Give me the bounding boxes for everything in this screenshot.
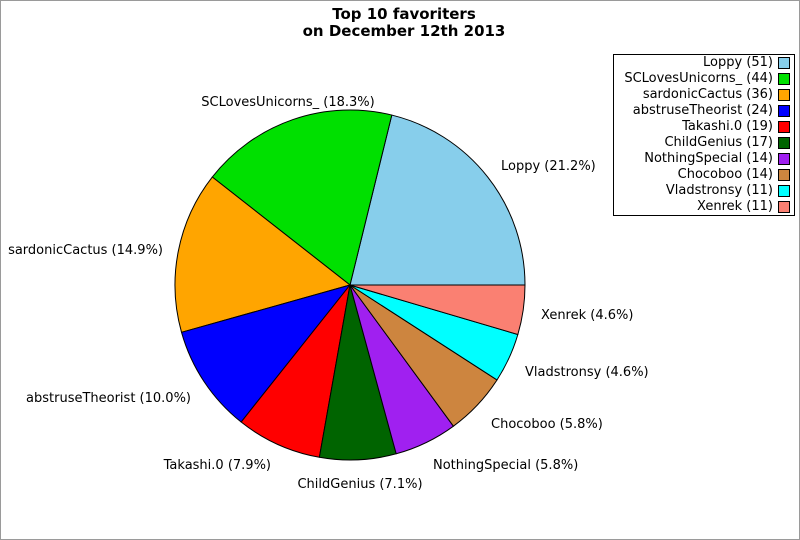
legend-label: ChildGenius (17) xyxy=(664,135,773,150)
legend-label: NothingSpecial (14) xyxy=(644,151,773,166)
legend-item-xenrek: Xenrek (11) xyxy=(614,199,794,215)
legend-item-sclovesunicorns_: SCLovesUnicorns_ (44) xyxy=(614,71,794,87)
legend-item-sardoniccactus: sardonicCactus (36) xyxy=(614,87,794,103)
slice-label-vladstronsy: Vladstronsy (4.6%) xyxy=(525,365,649,380)
slice-label-chocoboo: Chocoboo (5.8%) xyxy=(491,417,603,432)
legend-item-childgenius: ChildGenius (17) xyxy=(614,135,794,151)
legend-swatch xyxy=(778,73,790,85)
legend-swatch xyxy=(778,185,790,197)
legend-swatch xyxy=(778,57,790,69)
legend-label: Xenrek (11) xyxy=(697,199,773,214)
pie-slice-sardoniccactus xyxy=(174,176,351,333)
chart-title-line1: Top 10 favoriters xyxy=(332,5,476,23)
legend-swatch xyxy=(778,153,790,165)
legend-label: Vladstronsy (11) xyxy=(665,183,773,198)
pie-slice-loppy xyxy=(349,114,526,286)
slice-label-nothingspecial: NothingSpecial (5.8%) xyxy=(433,458,578,473)
legend-swatch xyxy=(778,137,790,149)
legend-item-abstrusetheorist: abstruseTheorist (24) xyxy=(614,103,794,119)
slice-label-takashi.0: Takashi.0 (7.9%) xyxy=(163,458,271,473)
legend-swatch xyxy=(778,121,790,133)
slice-label-loppy: Loppy (21.2%) xyxy=(501,159,596,174)
legend-label: SCLovesUnicorns_ (44) xyxy=(624,71,773,86)
legend-swatch xyxy=(778,201,790,213)
pie-slice-sclovesunicorns_ xyxy=(211,109,393,286)
legend-swatch xyxy=(778,105,790,117)
legend-label: abstruseTheorist (24) xyxy=(632,103,773,118)
slice-label-sardoniccactus: sardonicCactus (14.9%) xyxy=(8,243,163,258)
pie-slice-xenrek xyxy=(349,284,526,335)
chart-title: Top 10 favoriters on December 12th 2013 xyxy=(1,5,799,40)
legend-label: Takashi.0 (19) xyxy=(682,119,773,134)
legend-label: Loppy (51) xyxy=(703,55,773,70)
slice-label-sclovesunicorns_: SCLovesUnicorns_ (18.3%) xyxy=(201,95,374,110)
legend-item-chocoboo: Chocoboo (14) xyxy=(614,167,794,183)
legend-swatch xyxy=(778,169,790,181)
legend-swatch xyxy=(778,89,790,101)
pie-slice-abstrusetheorist xyxy=(181,284,351,423)
legend-item-takashi.0: Takashi.0 (19) xyxy=(614,119,794,135)
legend-item-nothingspecial: NothingSpecial (14) xyxy=(614,151,794,167)
legend: Loppy (51) SCLovesUnicorns_ (44) sardonicC… xyxy=(613,54,795,216)
slice-label-childgenius: ChildGenius (7.1%) xyxy=(297,477,422,492)
legend-item-vladstronsy: Vladstronsy (11) xyxy=(614,183,794,199)
legend-label: sardonicCactus (36) xyxy=(642,87,773,102)
slice-label-abstrusetheorist: abstruseTheorist (10.0%) xyxy=(26,391,191,406)
chart-title-line2: on December 12th 2013 xyxy=(302,22,506,40)
legend-item-loppy: Loppy (51) xyxy=(614,55,794,71)
legend-label: Chocoboo (14) xyxy=(677,167,773,182)
slice-label-xenrek: Xenrek (4.6%) xyxy=(541,308,633,323)
